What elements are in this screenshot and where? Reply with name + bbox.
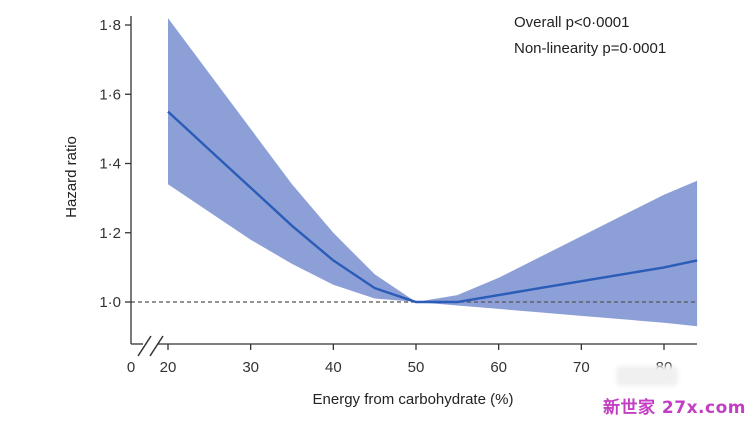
confidence-band-layer (168, 18, 698, 327)
p-value-annotation: Non-linearity p=0·0001 (514, 40, 666, 57)
axis-break-mark (137, 335, 152, 357)
x-tick-label: 30 (242, 359, 259, 376)
y-tick-label: 1·2 (99, 225, 121, 242)
x-tick-label: 50 (408, 359, 425, 376)
confidence-band (168, 18, 698, 327)
y-axis-label: Hazard ratio (63, 136, 80, 218)
x-tick-label: 40 (325, 359, 342, 376)
x-tick-label: 70 (573, 359, 590, 376)
y-tick-label: 1·8 (99, 17, 121, 34)
watermark: 新世家 27x.com (603, 398, 746, 418)
x-tick-label-origin: 0 (127, 359, 135, 376)
annotations: Overall p<0·0001 Non-linearity p=0·0001 (514, 14, 666, 57)
series-line-layer (167, 110, 698, 304)
p-value-annotation: Overall p<0·0001 (514, 14, 630, 31)
y-tick-label: 1·6 (99, 86, 121, 103)
x-tick-label: 60 (490, 359, 507, 376)
axis-break-mark (149, 335, 164, 357)
x-axis-label: Energy from carbohydrate (%) (313, 391, 514, 408)
watermark-blur (616, 366, 678, 386)
axes (125, 16, 697, 357)
y-tick-label: 1·4 (99, 156, 121, 173)
hazard-ratio-line (167, 110, 698, 304)
x-tick-label: 20 (160, 359, 177, 376)
y-tick-label: 1·0 (99, 294, 121, 311)
